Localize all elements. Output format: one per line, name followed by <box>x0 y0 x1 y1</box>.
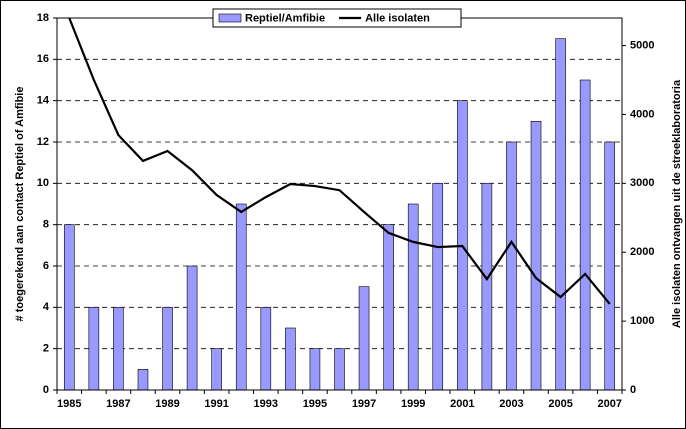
bar <box>407 203 419 391</box>
bar <box>309 348 321 391</box>
bar <box>383 224 394 391</box>
bar <box>88 307 100 391</box>
bar <box>358 286 370 391</box>
legend-label: Reptiel/Amfibie <box>245 12 325 24</box>
bar <box>530 121 542 391</box>
line <box>68 17 611 305</box>
bar <box>63 224 75 391</box>
y-tick-label: 16 <box>37 53 49 65</box>
x-tick-label: 2005 <box>548 398 572 410</box>
y2-tick-label: 0 <box>630 384 636 396</box>
y-tick-label: 14 <box>37 95 50 107</box>
bar <box>432 183 444 391</box>
legend-label: Alle isolaten <box>365 12 430 24</box>
y-tick-label: 10 <box>37 177 49 189</box>
y-tick-label: 0 <box>43 384 49 396</box>
x-tick-label: 1991 <box>204 398 228 410</box>
bar <box>334 348 345 391</box>
y-tick-label: 6 <box>43 260 49 272</box>
bar <box>137 369 149 391</box>
bar <box>506 141 517 391</box>
x-tick-label: 1997 <box>352 398 376 410</box>
x-tick-label: 1987 <box>106 398 130 410</box>
x-tick-label: 1995 <box>303 398 327 410</box>
y-tick-label: 2 <box>43 343 49 355</box>
y-axis-title: # toegerekend aan contact Reptiel of Amf… <box>14 87 26 322</box>
y2-axis-title: Alle isolaten ontvangen uit de streeklab… <box>671 79 683 328</box>
bar <box>285 327 296 391</box>
bar <box>211 348 222 391</box>
x-tick-label: 2001 <box>450 398 474 410</box>
y2-tick-label: 4000 <box>630 108 654 120</box>
bar <box>604 141 616 391</box>
y-tick-label: 12 <box>37 136 49 148</box>
y-tick-label: 8 <box>43 219 49 231</box>
legend-box <box>212 8 462 28</box>
bar <box>186 265 198 391</box>
y2-tick-label: 2000 <box>630 246 654 258</box>
bar <box>235 203 247 391</box>
bar <box>162 307 173 391</box>
bar <box>555 38 566 391</box>
x-tick-label: 1999 <box>401 398 425 410</box>
x-tick-label: 2003 <box>499 398 523 410</box>
x-tick-label: 1993 <box>254 398 278 410</box>
x-tick-label: 1985 <box>57 398 81 410</box>
bar <box>260 307 272 391</box>
bar <box>579 79 591 391</box>
y2-tick-label: 3000 <box>630 177 654 189</box>
bar <box>113 307 124 391</box>
y2-tick-label: 1000 <box>630 315 654 327</box>
y-tick-label: 18 <box>37 12 49 24</box>
bar <box>481 183 493 391</box>
y2-tick-label: 5000 <box>630 39 654 51</box>
y-tick-label: 4 <box>43 301 50 313</box>
legend-swatch <box>218 13 242 23</box>
x-tick-label: 2007 <box>597 398 621 410</box>
x-tick-label: 1989 <box>155 398 179 410</box>
